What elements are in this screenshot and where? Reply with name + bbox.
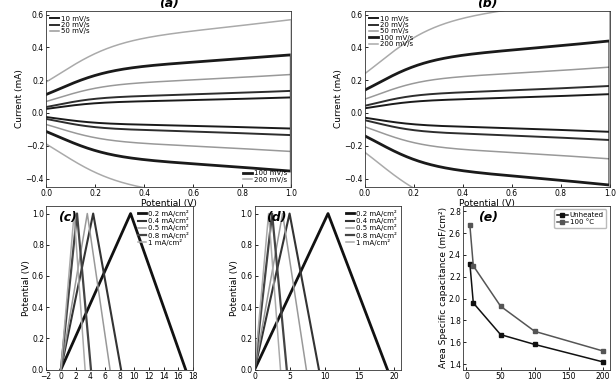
- Unheated: [469, 301, 477, 305]
- Y-axis label: Current (mA): Current (mA): [15, 70, 24, 128]
- Y-axis label: Current (mA): Current (mA): [334, 70, 343, 128]
- 100 °C: [469, 264, 477, 268]
- 100 °C: [497, 304, 505, 309]
- Legend: 100 mV/s, 200 mV/s: 100 mV/s, 200 mV/s: [242, 170, 288, 183]
- Unheated: [531, 342, 538, 347]
- Text: (c): (c): [58, 211, 77, 224]
- Legend: Unheated, 100 °C: Unheated, 100 °C: [554, 209, 606, 228]
- Unheated: [599, 360, 607, 364]
- 100 °C: [531, 329, 538, 334]
- Legend: 10 mV/s, 20 mV/s, 50 mV/s, 100 mV/s, 200 mV/s: 10 mV/s, 20 mV/s, 50 mV/s, 100 mV/s, 200…: [368, 15, 414, 48]
- X-axis label: Potential (V): Potential (V): [460, 199, 515, 208]
- Line: Unheated: Unheated: [468, 261, 606, 364]
- Line: 100 °C: 100 °C: [468, 223, 606, 354]
- Unheated: [497, 332, 505, 337]
- Text: (d): (d): [266, 211, 287, 224]
- 100 °C: [466, 223, 474, 228]
- Text: (a): (a): [159, 0, 179, 10]
- Legend: 0.2 mA/cm², 0.4 mA/cm², 0.5 mA/cm², 0.8 mA/cm², 1 mA/cm²: 0.2 mA/cm², 0.4 mA/cm², 0.5 mA/cm², 0.8 …: [137, 209, 190, 247]
- Y-axis label: Potential (V): Potential (V): [22, 260, 31, 315]
- Y-axis label: Potential (V): Potential (V): [230, 260, 239, 315]
- Unheated: [466, 261, 474, 266]
- Text: (b): (b): [477, 0, 498, 10]
- 100 °C: [599, 349, 607, 353]
- Text: (e): (e): [478, 211, 498, 224]
- Y-axis label: Area Specific capacitance (mF/cm²): Area Specific capacitance (mF/cm²): [439, 207, 448, 368]
- X-axis label: Potential (V): Potential (V): [141, 199, 197, 208]
- Legend: 0.2 mA/cm², 0.4 mA/cm², 0.5 mA/cm², 0.8 mA/cm², 1 mA/cm²: 0.2 mA/cm², 0.4 mA/cm², 0.5 mA/cm², 0.8 …: [345, 209, 398, 247]
